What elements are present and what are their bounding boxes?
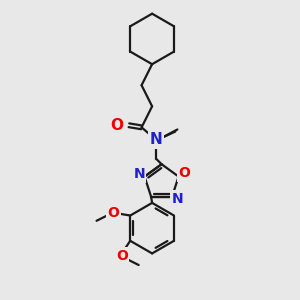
Text: O: O — [107, 206, 119, 220]
Text: N: N — [134, 167, 145, 182]
Text: O: O — [116, 248, 128, 262]
Text: N: N — [172, 192, 183, 206]
Text: N: N — [150, 133, 163, 148]
Text: O: O — [110, 118, 123, 133]
Text: O: O — [178, 167, 190, 180]
